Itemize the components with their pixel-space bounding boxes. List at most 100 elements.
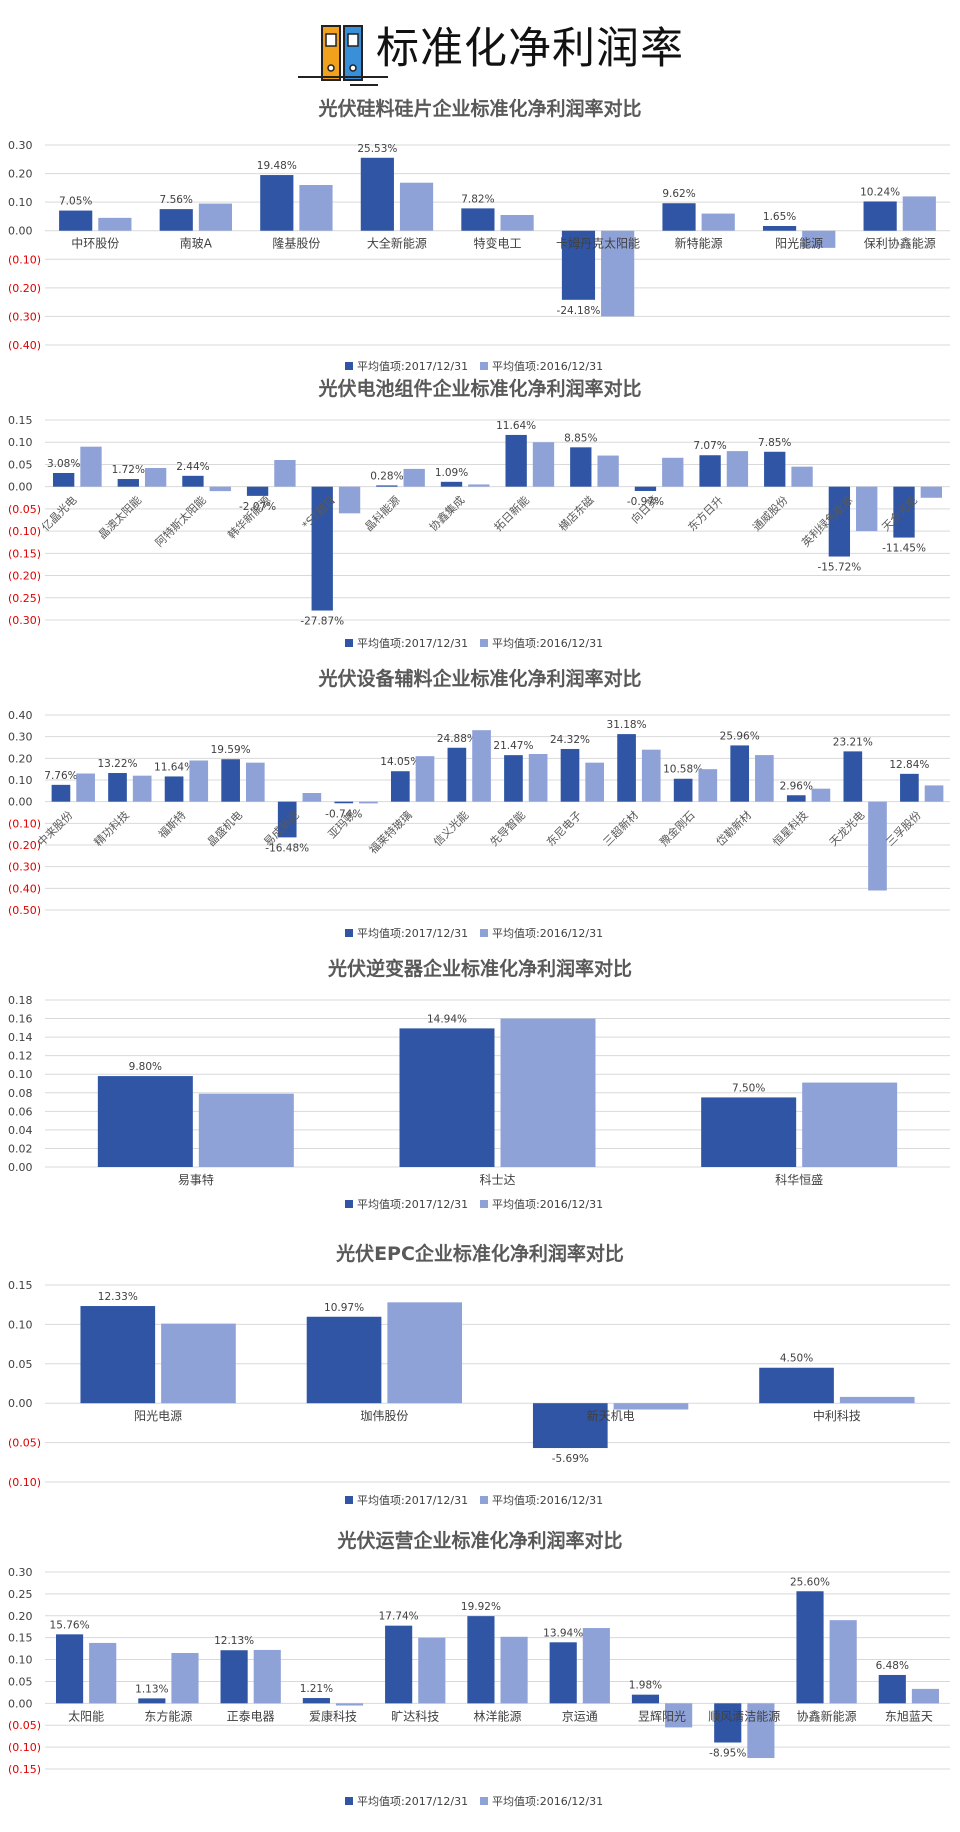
chart-title: 光伏设备辅料企业标准化净利润率对比 bbox=[317, 667, 641, 690]
data-label: 7.82% bbox=[461, 193, 494, 205]
bar-2016 bbox=[132, 775, 152, 802]
bar-2016 bbox=[839, 1396, 915, 1404]
bar-2016 bbox=[472, 730, 491, 802]
legend-label: 平均值项:2017/12/31 bbox=[357, 1795, 468, 1808]
legend-label: 平均值项:2017/12/31 bbox=[357, 1494, 468, 1507]
bar-2017 bbox=[376, 485, 398, 487]
category-label: 昱辉阳光 bbox=[638, 1709, 686, 1723]
bar-2016 bbox=[274, 460, 296, 487]
y-tick-label: 0.05 bbox=[8, 1358, 33, 1371]
binder-folder-icon bbox=[321, 25, 363, 81]
category-label: 阿特斯太阳能 bbox=[152, 493, 209, 550]
y-tick-label: 0.15 bbox=[8, 414, 33, 427]
bar-2017 bbox=[828, 486, 851, 557]
legend-swatch bbox=[345, 362, 353, 370]
bar-2016 bbox=[924, 785, 944, 802]
category-label: 晶澳太阳能 bbox=[95, 493, 144, 542]
bar-2016 bbox=[399, 182, 434, 231]
bar-2017 bbox=[560, 748, 580, 802]
bar-2016 bbox=[726, 451, 749, 487]
category-label: 东尼电子 bbox=[544, 809, 584, 849]
category-label: 林洋能源 bbox=[473, 1708, 521, 1723]
bar-2016 bbox=[755, 755, 774, 802]
bar-2017 bbox=[108, 773, 127, 802]
y-tick-label: (0.05) bbox=[8, 1719, 41, 1732]
bar-2016 bbox=[811, 788, 831, 802]
page-header: 标准化净利润率 bbox=[0, 0, 960, 100]
y-tick-label: (0.10) bbox=[8, 817, 41, 830]
bar-2016 bbox=[802, 230, 836, 248]
category-label: 京运通 bbox=[562, 1709, 598, 1723]
bar-2016 bbox=[161, 1323, 236, 1404]
y-tick-label: (0.20) bbox=[8, 570, 41, 583]
legend-label: 平均值项:2017/12/31 bbox=[357, 1198, 468, 1211]
data-label: 7.50% bbox=[732, 1082, 765, 1094]
category-label: 三超新材 bbox=[600, 808, 641, 849]
y-tick-label: (0.50) bbox=[8, 904, 41, 917]
bar-2016 bbox=[920, 486, 943, 498]
y-tick-label: 0.00 bbox=[8, 1697, 33, 1710]
legend-swatch bbox=[345, 929, 353, 937]
category-label: 福莱特玻璃 bbox=[366, 808, 415, 857]
data-label: 1.98% bbox=[629, 1680, 662, 1692]
y-tick-label: 0.10 bbox=[8, 1654, 33, 1667]
bar-2017 bbox=[302, 1698, 330, 1704]
category-label: 中来股份 bbox=[35, 809, 75, 849]
legend-swatch bbox=[480, 1797, 488, 1805]
category-label: 珈伟股份 bbox=[360, 1409, 408, 1423]
data-label: 6.48% bbox=[876, 1660, 909, 1672]
data-label: 21.47% bbox=[493, 740, 533, 752]
y-tick-label: 0.10 bbox=[8, 196, 33, 209]
category-label: 阳光电源 bbox=[134, 1409, 182, 1423]
y-tick-label: (0.10) bbox=[8, 253, 41, 266]
bar-2016 bbox=[468, 484, 490, 487]
data-label: 14.94% bbox=[427, 1013, 467, 1025]
y-tick-label: 0.08 bbox=[8, 1087, 33, 1100]
y-tick-label: 0.10 bbox=[8, 1068, 33, 1081]
y-tick-label: (0.15) bbox=[8, 1763, 41, 1776]
bar-2016 bbox=[245, 762, 265, 802]
bar-2017 bbox=[549, 1642, 577, 1704]
y-tick-label: 0.30 bbox=[8, 139, 33, 152]
bar-2017 bbox=[117, 479, 139, 487]
category-label: 大全新能源 bbox=[367, 236, 427, 251]
category-label: 科士达 bbox=[479, 1173, 515, 1187]
legend-label: 平均值项:2016/12/31 bbox=[492, 1795, 603, 1808]
y-tick-label: 0.00 bbox=[8, 225, 33, 238]
y-tick-label: (0.10) bbox=[8, 525, 41, 538]
y-tick-label: 0.04 bbox=[8, 1124, 33, 1137]
bar-2017 bbox=[399, 1028, 495, 1167]
y-tick-label: 0.05 bbox=[8, 1675, 33, 1688]
data-label: -5.69% bbox=[552, 1453, 589, 1465]
bar-2017 bbox=[138, 1698, 166, 1704]
bar-2016 bbox=[80, 446, 102, 487]
data-label: 12.13% bbox=[214, 1635, 254, 1647]
bar-2017 bbox=[385, 1625, 413, 1704]
bar-2017 bbox=[532, 1403, 608, 1449]
bar-2017 bbox=[786, 795, 806, 802]
bar-2016 bbox=[198, 1093, 294, 1167]
data-label: 2.96% bbox=[780, 780, 813, 792]
category-label: 精功科技 bbox=[91, 808, 132, 849]
bar-2017 bbox=[221, 759, 240, 802]
bar-2016 bbox=[829, 1620, 857, 1704]
bar-2017 bbox=[277, 801, 297, 838]
bar-2017 bbox=[631, 1694, 660, 1704]
category-label: 正泰电器 bbox=[227, 1709, 275, 1723]
bar-2017 bbox=[900, 773, 919, 802]
category-label: 横店东磁 bbox=[556, 493, 597, 534]
legend-label: 平均值项:2016/12/31 bbox=[492, 1494, 603, 1507]
bar-2016 bbox=[335, 1703, 364, 1706]
bar-2017 bbox=[730, 745, 750, 802]
category-label: 新天机电 bbox=[587, 1408, 635, 1423]
chart-4: 光伏逆变器企业标准化净利润率对比 0.18 0.16 0.14 0.12 0.10 0.08… bbox=[8, 957, 950, 1211]
legend-swatch bbox=[345, 1200, 353, 1208]
data-label: -11.45% bbox=[882, 543, 926, 555]
data-label: 23.21% bbox=[833, 736, 873, 748]
data-label: -15.72% bbox=[817, 562, 861, 574]
bar-2016 bbox=[698, 769, 718, 802]
bar-2017 bbox=[447, 747, 467, 802]
y-tick-label: 0.30 bbox=[8, 731, 33, 744]
data-label: 2.44% bbox=[176, 461, 209, 473]
